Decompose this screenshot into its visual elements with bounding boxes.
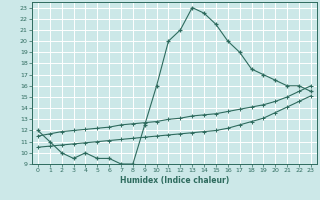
X-axis label: Humidex (Indice chaleur): Humidex (Indice chaleur) xyxy=(120,176,229,185)
